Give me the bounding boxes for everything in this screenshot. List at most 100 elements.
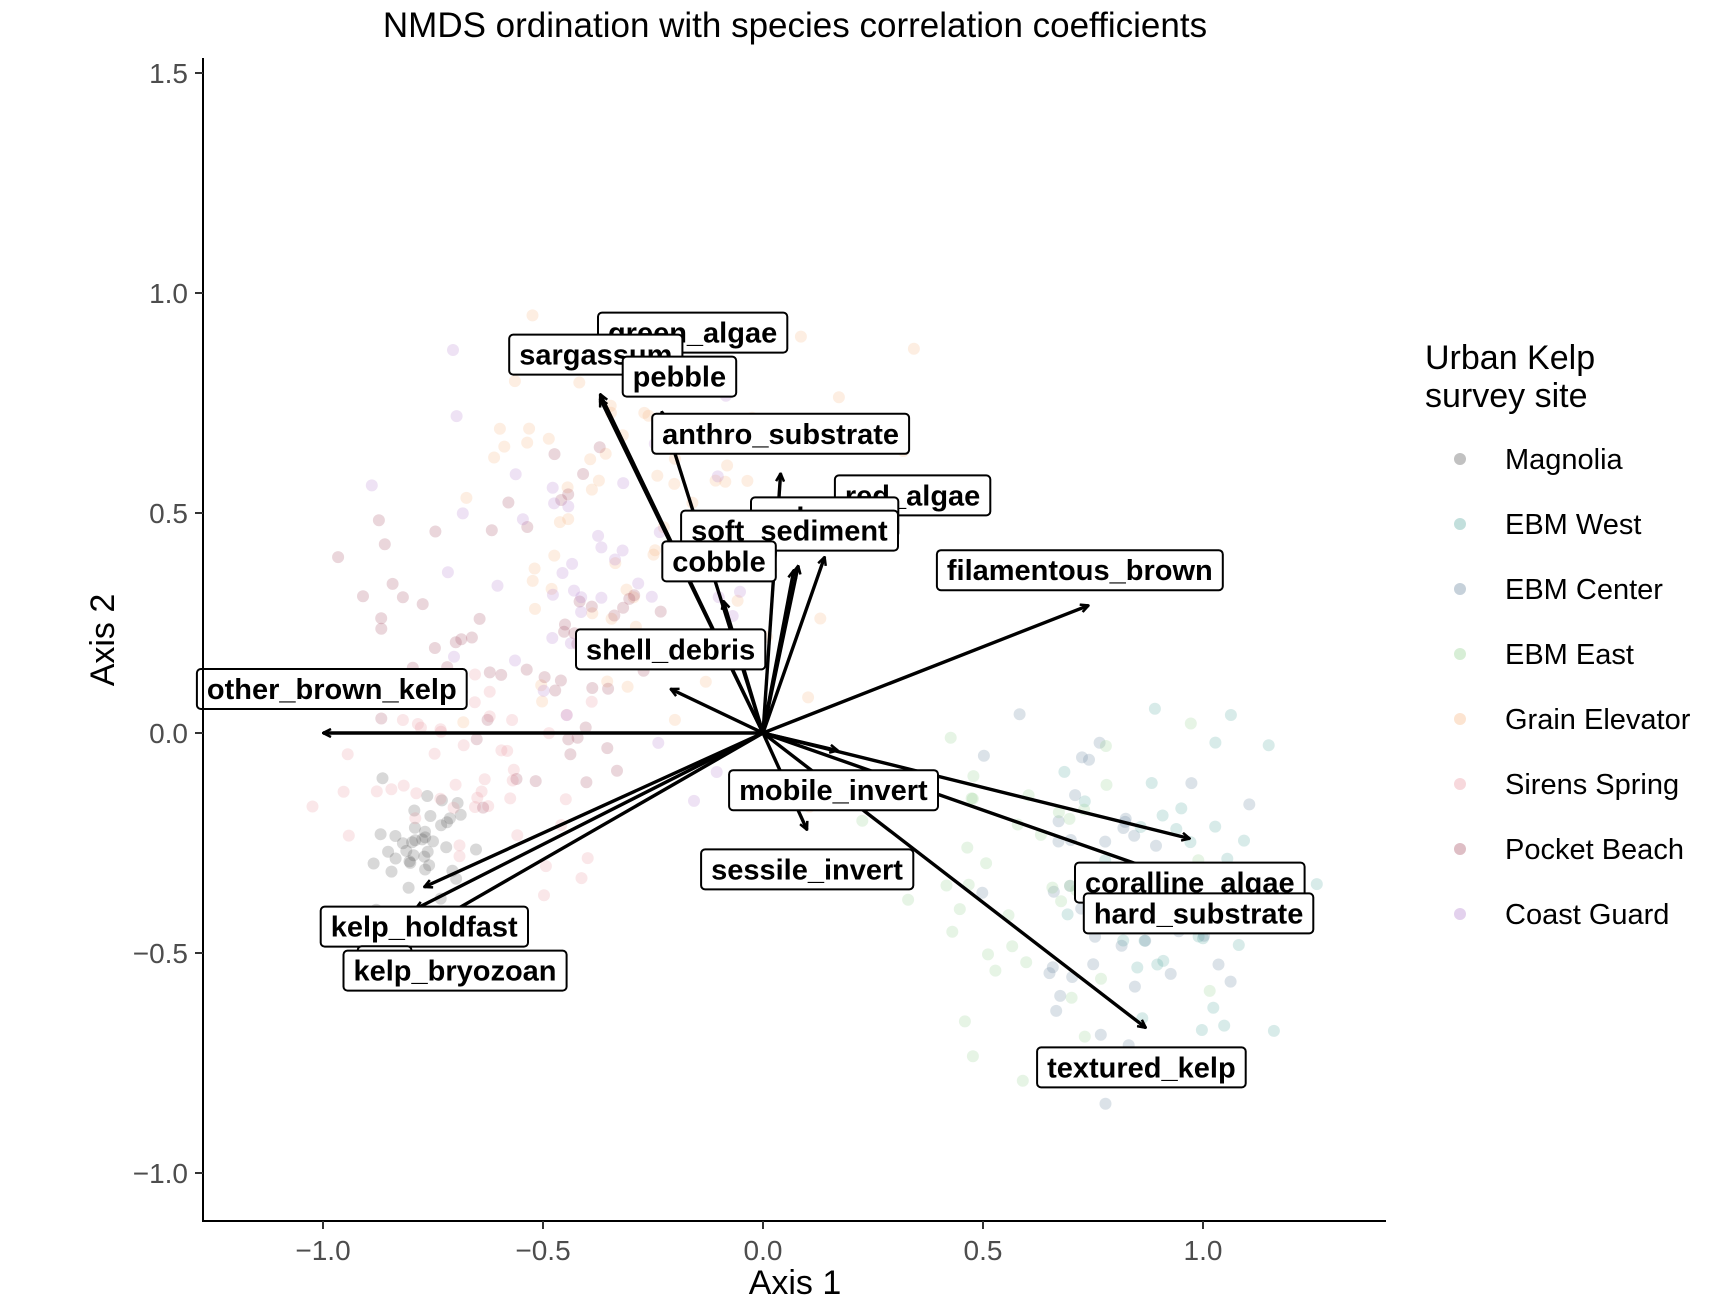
x-tick-label: −0.5 — [515, 1235, 570, 1266]
site-point — [977, 749, 990, 762]
site-point — [1052, 806, 1065, 819]
site-point — [1093, 736, 1106, 749]
site-point — [1197, 932, 1209, 945]
svg-text:shell_debris: shell_debris — [586, 634, 755, 666]
site-point — [709, 474, 722, 487]
site-point — [516, 513, 529, 526]
site-point — [1069, 789, 1082, 802]
site-point — [481, 713, 494, 726]
legend-label: Coast Guard — [1505, 899, 1669, 931]
site-point — [568, 584, 580, 597]
site-point — [521, 521, 534, 533]
site-point — [1203, 984, 1216, 997]
site-point — [421, 845, 434, 858]
site-point — [332, 551, 345, 564]
site-point — [546, 588, 559, 601]
site-point — [428, 642, 441, 654]
site-point — [560, 708, 573, 721]
site-point — [506, 714, 519, 726]
site-point — [495, 744, 508, 757]
site-point — [940, 879, 953, 892]
site-point — [1195, 1024, 1208, 1036]
site-point — [1156, 809, 1169, 822]
site-point — [1043, 967, 1056, 980]
legend-label: Sirens Spring — [1505, 769, 1679, 801]
site-point — [1065, 991, 1078, 1004]
site-point — [562, 500, 575, 513]
site-point — [721, 459, 734, 472]
site-point — [460, 491, 473, 504]
site-point — [599, 447, 612, 460]
site-point — [1139, 934, 1152, 947]
site-point — [498, 440, 511, 453]
site-point — [414, 721, 427, 734]
site-point — [1207, 1001, 1220, 1014]
x-tick-label: 0.5 — [964, 1235, 1003, 1266]
vector-filamentous-brown — [762, 605, 1089, 735]
site-point — [832, 391, 845, 404]
site-point — [483, 710, 496, 723]
site-point — [577, 468, 590, 480]
site-point — [585, 600, 598, 613]
site-point — [396, 591, 409, 604]
site-point — [483, 685, 496, 698]
site-point — [448, 650, 460, 663]
site-point — [621, 680, 634, 693]
site-point — [548, 549, 561, 562]
site-point — [1128, 829, 1141, 842]
legend-swatch — [1454, 908, 1466, 920]
site-point — [989, 964, 1002, 977]
vector-label-anthro-substrate: anthro_substrate — [651, 412, 911, 455]
site-point — [453, 850, 466, 863]
site-point — [553, 516, 566, 529]
vector-label-mobile-invert: mobile_invert — [728, 769, 939, 812]
y-tick-label: 1.5 — [149, 58, 188, 89]
site-point — [509, 654, 521, 667]
site-point — [495, 668, 508, 681]
site-point — [1063, 812, 1076, 825]
site-point — [902, 893, 915, 906]
site-point — [609, 557, 622, 570]
y-tick-label: −1.0 — [133, 1158, 188, 1189]
site-point — [1243, 798, 1256, 811]
site-point — [556, 567, 569, 579]
site-point — [1131, 961, 1144, 974]
svg-text:textured_kelp: textured_kelp — [1047, 1052, 1236, 1084]
site-point — [1185, 777, 1198, 790]
site-point — [734, 585, 746, 598]
site-point — [1212, 958, 1225, 971]
vector-label-kelp-holdfast: kelp_holdfast — [319, 905, 530, 948]
site-point — [814, 612, 827, 625]
site-point — [520, 663, 533, 676]
site-point — [1095, 972, 1107, 985]
site-point — [564, 748, 577, 761]
site-point — [440, 841, 453, 854]
site-point — [545, 582, 558, 595]
legend-item: EBM West — [1454, 509, 1641, 541]
site-point — [337, 785, 350, 798]
svg-text:cobble: cobble — [672, 546, 765, 578]
site-point — [548, 448, 561, 461]
site-point — [699, 675, 712, 688]
site-point — [451, 797, 464, 809]
site-point — [1262, 739, 1275, 752]
site-point — [370, 785, 383, 798]
site-point — [1016, 1074, 1029, 1087]
site-point — [546, 481, 559, 494]
vector-label-pebble: pebble — [621, 355, 738, 398]
site-point — [418, 850, 431, 863]
site-point — [907, 342, 920, 355]
site-point — [967, 770, 980, 783]
site-point — [449, 636, 462, 649]
x-tick-label: 0.0 — [744, 1235, 783, 1266]
x-axis-title: Axis 1 — [749, 1264, 842, 1302]
legend-title-line-1: Urban Kelp — [1425, 339, 1595, 377]
site-point — [434, 792, 447, 805]
site-point — [1115, 939, 1128, 952]
legend-swatch — [1454, 843, 1466, 855]
site-point — [1128, 980, 1141, 993]
site-point — [961, 841, 974, 854]
site-point — [1232, 939, 1245, 951]
site-point — [1224, 975, 1237, 988]
